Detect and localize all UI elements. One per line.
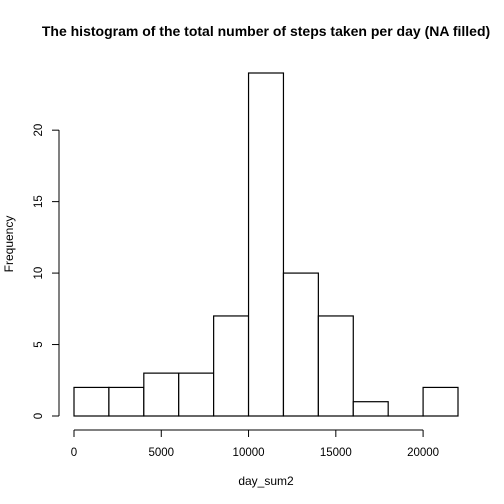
histogram-bar [422, 386, 459, 417]
y-tick-label: 15 [33, 195, 45, 208]
chart-title: The histogram of the total number of ste… [42, 23, 490, 39]
histogram-bar [317, 315, 354, 417]
x-tick-label: 5000 [148, 447, 174, 459]
x-tick-label: 20000 [407, 447, 439, 459]
histogram-bar [178, 372, 215, 417]
histogram-bar [247, 72, 285, 417]
y-tick-label: 5 [33, 341, 45, 347]
histogram-bar [108, 386, 145, 417]
y-tick-label: 20 [33, 124, 45, 137]
y-tick-label: 10 [33, 267, 45, 280]
y-axis-label: Frequency [2, 216, 16, 273]
x-tick-label: 0 [71, 447, 77, 459]
x-tick-label: 15000 [320, 447, 352, 459]
x-axis: 0 5000 10000 15000 20000 [71, 429, 439, 459]
x-tick-label: 10000 [233, 447, 265, 459]
histogram-bar [143, 372, 180, 417]
x-axis-label: day_sum2 [238, 474, 294, 488]
histogram-bars [73, 72, 459, 417]
y-axis: 0 5 10 15 20 [33, 124, 60, 419]
y-tick-label: 0 [33, 413, 45, 419]
histogram-bar [282, 272, 319, 417]
histogram-bar [352, 401, 389, 417]
histogram-bar [73, 386, 110, 417]
histogram-bar [213, 315, 250, 417]
